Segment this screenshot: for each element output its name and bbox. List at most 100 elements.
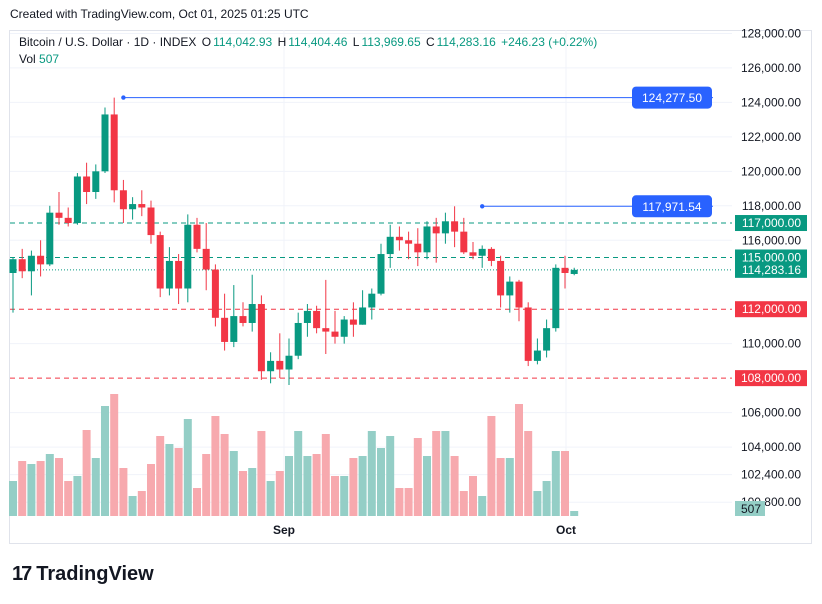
tradingview-logo-icon: 17 [12, 563, 32, 585]
volume-bar [349, 458, 358, 516]
candle-body [570, 269, 578, 274]
volume-bar [423, 456, 431, 516]
candle-body [331, 331, 339, 337]
candle-body [515, 281, 523, 308]
volume-value: 507 [39, 52, 60, 66]
level-axis-box [735, 301, 807, 318]
tradingview-logo: 17 TradingView [12, 563, 154, 586]
candle [368, 288, 376, 320]
y-tick-label: 128,000.00 [741, 26, 801, 40]
candle [46, 205, 54, 267]
ohlc-legend: Bitcoin / U.S. Dollar · 1D · INDEX O 114,… [19, 35, 599, 49]
candle [221, 293, 229, 351]
y-tick-label: 126,000.00 [741, 61, 801, 75]
candle [119, 179, 127, 224]
candle [184, 214, 192, 303]
candle-body [423, 226, 431, 253]
candle-body [73, 176, 81, 224]
volume-bar [404, 488, 413, 516]
candle-body [37, 255, 45, 265]
candle-body [285, 355, 293, 370]
volume-bar [542, 481, 551, 516]
high-label: H [277, 35, 287, 49]
volume-bar [239, 471, 247, 516]
candle-body [55, 212, 63, 218]
candle-body [322, 328, 330, 332]
candle [110, 97, 118, 203]
candle-body [478, 248, 486, 256]
candle-body [267, 360, 275, 372]
candle [303, 304, 311, 337]
candle [175, 254, 183, 305]
volume-bar [229, 451, 238, 516]
candle-body [175, 260, 183, 289]
volume-bar [551, 451, 560, 516]
volume-bar [331, 476, 339, 516]
price-ray-label-box [632, 195, 712, 218]
candle [276, 333, 284, 379]
candle-body [211, 269, 219, 318]
candle [239, 302, 247, 327]
volume-bar [303, 456, 312, 516]
volume-bar [156, 436, 165, 516]
candle-body [359, 307, 367, 325]
candle-body [147, 207, 155, 236]
volume-bar [119, 468, 128, 516]
candle [533, 338, 541, 365]
y-axis: 100,800.00102,400.00104,000.00106,000.00… [741, 26, 801, 509]
candle-body [432, 226, 440, 234]
low-value: 113,969.65 [361, 35, 421, 49]
last-volume-label: 507 [741, 502, 761, 516]
candle [55, 192, 63, 225]
candle [267, 352, 275, 384]
price-ray-label: 117,971.54 [642, 200, 701, 214]
candle-body [377, 254, 385, 294]
volume-bar [570, 511, 579, 516]
candle [18, 248, 26, 279]
volume-bar [515, 404, 523, 516]
price-ray-dot [121, 95, 126, 100]
candle-body [460, 231, 468, 253]
y-tick-label: 110,000.00 [742, 337, 801, 351]
volume-bar [257, 431, 266, 516]
candle-body [46, 212, 54, 265]
level-axis-box [735, 215, 807, 232]
candle [487, 247, 495, 267]
volume-bar [441, 431, 450, 516]
candle [147, 200, 155, 244]
volume-bar [9, 481, 17, 516]
candle-body [340, 319, 348, 337]
volume-bar [174, 448, 183, 516]
candle-body [386, 236, 394, 255]
volume-bar [450, 456, 459, 516]
candle-body [497, 260, 505, 296]
candle [395, 226, 403, 251]
candle [506, 276, 514, 313]
volume-bar [18, 461, 27, 516]
y-tick-label: 116,000.00 [742, 233, 801, 247]
candle [37, 240, 45, 277]
volume-bar [505, 458, 514, 516]
y-tick-label: 124,000.00 [741, 95, 801, 109]
volume-bar [266, 481, 275, 516]
candle-body [533, 350, 541, 361]
volume-bar [312, 454, 321, 516]
last-volume-box [735, 501, 765, 516]
volume-bar [27, 464, 36, 516]
volume-legend: Vol 507 [19, 52, 59, 66]
x-tick-label: Oct [556, 523, 576, 537]
volume-bar [561, 451, 569, 516]
candle-body [257, 304, 265, 372]
volume-bar [413, 438, 422, 516]
candle-body [552, 267, 560, 329]
volume-bar [202, 454, 211, 516]
candle [552, 264, 560, 332]
volume-bar [248, 468, 257, 516]
y-tick-label: 122,000.00 [741, 130, 801, 144]
volume-bar [128, 496, 137, 516]
candle-body [165, 260, 173, 289]
candle-body [561, 267, 569, 273]
change-value: +246.23 (+0.22%) [501, 35, 598, 49]
volume-bar [496, 458, 505, 516]
